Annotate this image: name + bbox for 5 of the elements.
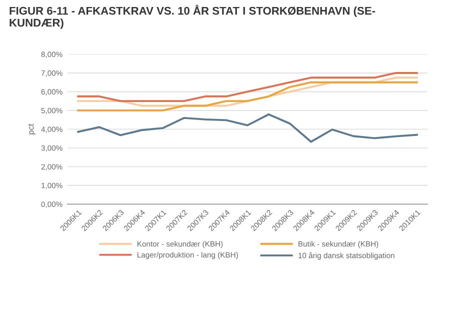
line-series xyxy=(77,72,418,102)
y-axis-title: pct xyxy=(28,124,36,134)
line-series xyxy=(77,113,418,143)
chart-title: FIGUR 6-11 - AFKASTKRAV VS. 10 ÅR STAT I STORKØBENHAVN (SE- KUNDÆR) xyxy=(10,4,376,29)
line-series xyxy=(77,81,418,112)
